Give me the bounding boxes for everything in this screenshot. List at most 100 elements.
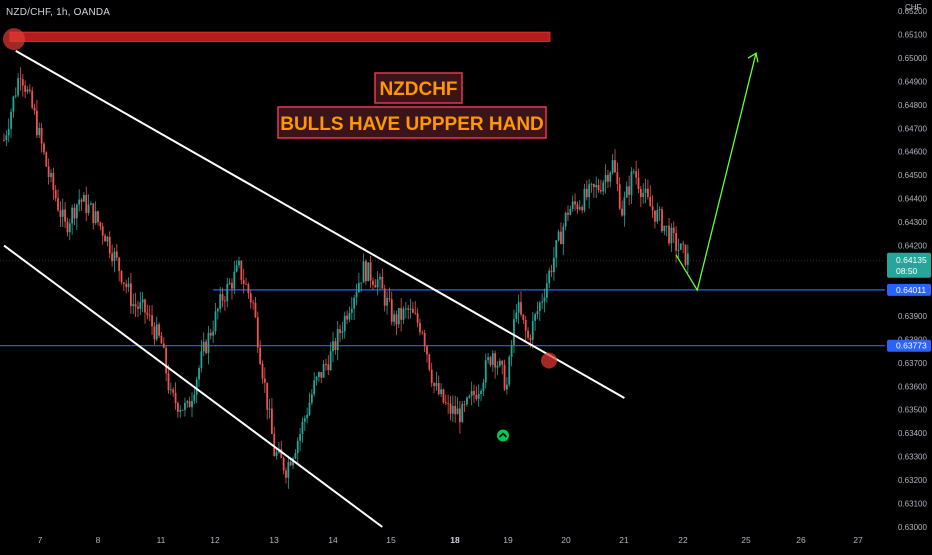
candle-body bbox=[686, 253, 689, 265]
candle-body bbox=[310, 394, 313, 403]
candle-body bbox=[562, 226, 565, 245]
level-price-tag bbox=[887, 283, 931, 296]
candle-body bbox=[266, 382, 269, 410]
candle-body bbox=[50, 172, 52, 178]
candle-body bbox=[419, 322, 421, 333]
candle-body bbox=[520, 302, 522, 315]
candle-body bbox=[538, 302, 541, 312]
candle-body bbox=[365, 261, 367, 282]
candle-body bbox=[663, 225, 666, 232]
candle-body bbox=[134, 304, 137, 307]
x-tick-label: 8 bbox=[96, 535, 101, 545]
candle-body bbox=[630, 171, 633, 195]
x-tick-label: 13 bbox=[269, 535, 279, 545]
candle-body bbox=[318, 372, 320, 378]
y-tick-label: 0.64800 bbox=[898, 101, 927, 110]
candle-body bbox=[14, 95, 17, 97]
candle-body bbox=[541, 301, 544, 303]
candle-body bbox=[651, 206, 654, 211]
candle-body bbox=[625, 186, 628, 198]
candle-body bbox=[407, 308, 410, 310]
y-tick-label: 0.63300 bbox=[898, 453, 927, 462]
level-price-tag bbox=[887, 339, 931, 352]
candle-body bbox=[529, 337, 532, 340]
candle-body bbox=[632, 171, 635, 173]
candle-body bbox=[186, 401, 189, 403]
candle-body bbox=[602, 182, 605, 192]
symbol-label[interactable]: NZD/CHF, 1h, OANDA bbox=[6, 7, 111, 18]
candle-body bbox=[362, 261, 365, 283]
candle-body bbox=[357, 282, 360, 293]
candle-body bbox=[454, 405, 457, 415]
candle-body bbox=[437, 382, 440, 395]
candle-body bbox=[522, 314, 525, 320]
annotation-box bbox=[374, 72, 463, 104]
candle-body bbox=[261, 363, 264, 379]
candle-body bbox=[510, 345, 513, 357]
candle-body bbox=[383, 288, 386, 306]
candle-body bbox=[409, 308, 412, 310]
x-tick-label: 12 bbox=[210, 535, 220, 545]
candle-body bbox=[397, 307, 400, 325]
x-tick-label: 27 bbox=[853, 535, 863, 545]
candle-body bbox=[369, 262, 372, 281]
candle-body bbox=[122, 282, 125, 284]
candle-body bbox=[442, 389, 445, 403]
candle-body bbox=[111, 253, 113, 262]
candle-body bbox=[233, 271, 236, 289]
candle-body bbox=[104, 235, 106, 242]
candle-body bbox=[306, 414, 309, 419]
candle-body bbox=[59, 210, 62, 217]
candle-body bbox=[26, 89, 29, 92]
candle-body bbox=[350, 308, 353, 313]
candle-body bbox=[165, 347, 168, 374]
candle-body bbox=[379, 276, 381, 280]
candle-body bbox=[367, 262, 370, 282]
candle-body bbox=[303, 418, 306, 422]
candle-body bbox=[43, 143, 45, 153]
candle-body bbox=[101, 226, 104, 236]
x-tick-label: 22 bbox=[678, 535, 688, 545]
y-tick-label: 0.63600 bbox=[898, 382, 927, 391]
candle-body bbox=[36, 110, 38, 136]
candle-body bbox=[259, 347, 262, 364]
candle-body bbox=[459, 408, 461, 423]
candle-body bbox=[31, 90, 34, 108]
candle-body bbox=[33, 107, 36, 111]
candle-body bbox=[94, 211, 97, 224]
candle-body bbox=[294, 453, 297, 459]
candle-body bbox=[553, 257, 555, 273]
candle-body bbox=[235, 265, 238, 272]
candle-body bbox=[372, 280, 374, 285]
candle-body bbox=[677, 249, 680, 251]
candle-body bbox=[242, 280, 245, 284]
candle-body bbox=[555, 240, 558, 258]
candle-body bbox=[332, 341, 334, 352]
candle-body bbox=[386, 298, 388, 306]
candle-body bbox=[139, 302, 142, 309]
candle-body bbox=[597, 185, 600, 191]
candle-body bbox=[353, 297, 356, 309]
x-tick-label: 11 bbox=[157, 535, 166, 545]
candle-body bbox=[524, 319, 527, 331]
candle-body bbox=[144, 299, 146, 313]
candle-body bbox=[639, 189, 642, 198]
y-tick-label: 0.65200 bbox=[898, 7, 927, 16]
candle-body bbox=[191, 400, 193, 408]
x-tick-label: 20 bbox=[561, 535, 571, 545]
candle-body bbox=[177, 403, 179, 412]
candle-body bbox=[531, 320, 534, 340]
candle-body bbox=[515, 312, 518, 320]
candle-body bbox=[57, 198, 59, 211]
candle-body bbox=[87, 204, 90, 213]
candle-body bbox=[226, 283, 229, 302]
candle-body bbox=[513, 319, 515, 346]
candle-body bbox=[381, 276, 384, 289]
y-tick-label: 0.65100 bbox=[898, 30, 927, 39]
candle-body bbox=[179, 409, 182, 412]
candle-body bbox=[416, 313, 419, 323]
candle-body bbox=[158, 324, 160, 336]
candle-body bbox=[64, 209, 66, 222]
